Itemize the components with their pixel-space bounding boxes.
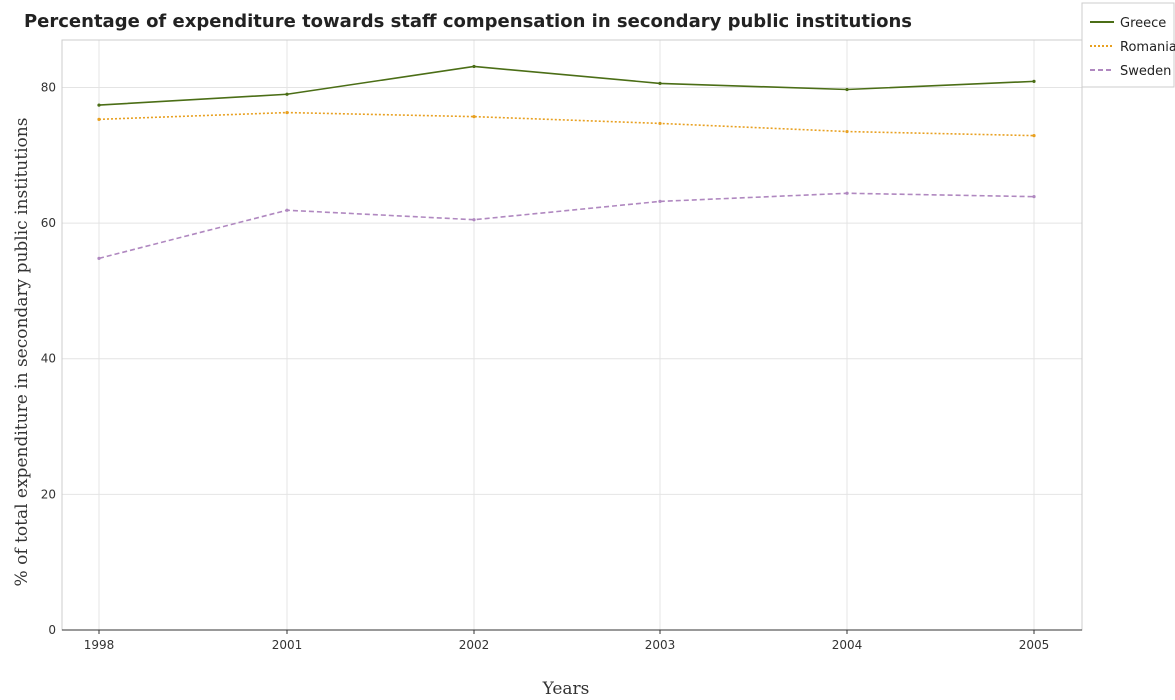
data-point bbox=[97, 117, 101, 121]
data-point bbox=[472, 218, 476, 222]
x-tick-label: 2005 bbox=[1019, 638, 1050, 652]
data-point bbox=[845, 191, 849, 195]
y-axis-label: % of total expenditure in secondary publ… bbox=[12, 118, 32, 587]
legend-entry: Romania bbox=[1120, 40, 1175, 55]
x-tick-label: 2003 bbox=[645, 638, 676, 652]
chart-title: Percentage of expenditure towards staff … bbox=[24, 11, 912, 32]
series-romania bbox=[97, 110, 1036, 138]
data-point bbox=[97, 103, 101, 107]
series-line bbox=[98, 65, 1035, 106]
axes: 0 20 40 60 80 1998 2001 2002 2003 2004 2005 bbox=[41, 39, 1083, 652]
y-tick-label: 80 bbox=[41, 80, 56, 94]
series-lines bbox=[97, 64, 1036, 260]
y-tick-label: 40 bbox=[41, 352, 56, 366]
data-point bbox=[285, 92, 289, 96]
legend-entry: Greece bbox=[1120, 16, 1166, 31]
data-point bbox=[658, 199, 662, 204]
data-point bbox=[285, 208, 289, 212]
series-line bbox=[98, 111, 1035, 137]
data-point bbox=[285, 110, 289, 115]
plot-frame bbox=[61, 39, 1083, 631]
legend-box bbox=[1081, 2, 1175, 88]
grid bbox=[62, 40, 1082, 631]
data-point bbox=[658, 81, 662, 86]
data-point bbox=[1032, 195, 1036, 199]
y-tick-label: 20 bbox=[41, 487, 56, 501]
data-point bbox=[472, 115, 476, 119]
series-greece bbox=[97, 64, 1036, 107]
data-point bbox=[97, 256, 101, 260]
series-line bbox=[98, 192, 1035, 260]
data-point bbox=[1032, 134, 1036, 138]
data-point bbox=[658, 121, 662, 126]
x-tick-label: 2004 bbox=[832, 638, 863, 652]
x-tick-label: 2001 bbox=[272, 638, 303, 652]
series-sweden bbox=[97, 191, 1036, 260]
y-tick-label: 0 bbox=[48, 623, 56, 637]
legend: Greece Romania Sweden bbox=[1081, 2, 1175, 88]
data-point bbox=[472, 64, 476, 69]
x-axis-label: Years bbox=[542, 679, 590, 699]
data-point bbox=[845, 129, 849, 134]
data-point bbox=[845, 87, 849, 92]
data-point bbox=[1032, 79, 1036, 83]
legend-entry: Sweden bbox=[1120, 64, 1171, 79]
x-tick-label: 2002 bbox=[459, 638, 490, 652]
x-tick-label: 1998 bbox=[84, 638, 115, 652]
y-tick-label: 60 bbox=[41, 216, 56, 230]
